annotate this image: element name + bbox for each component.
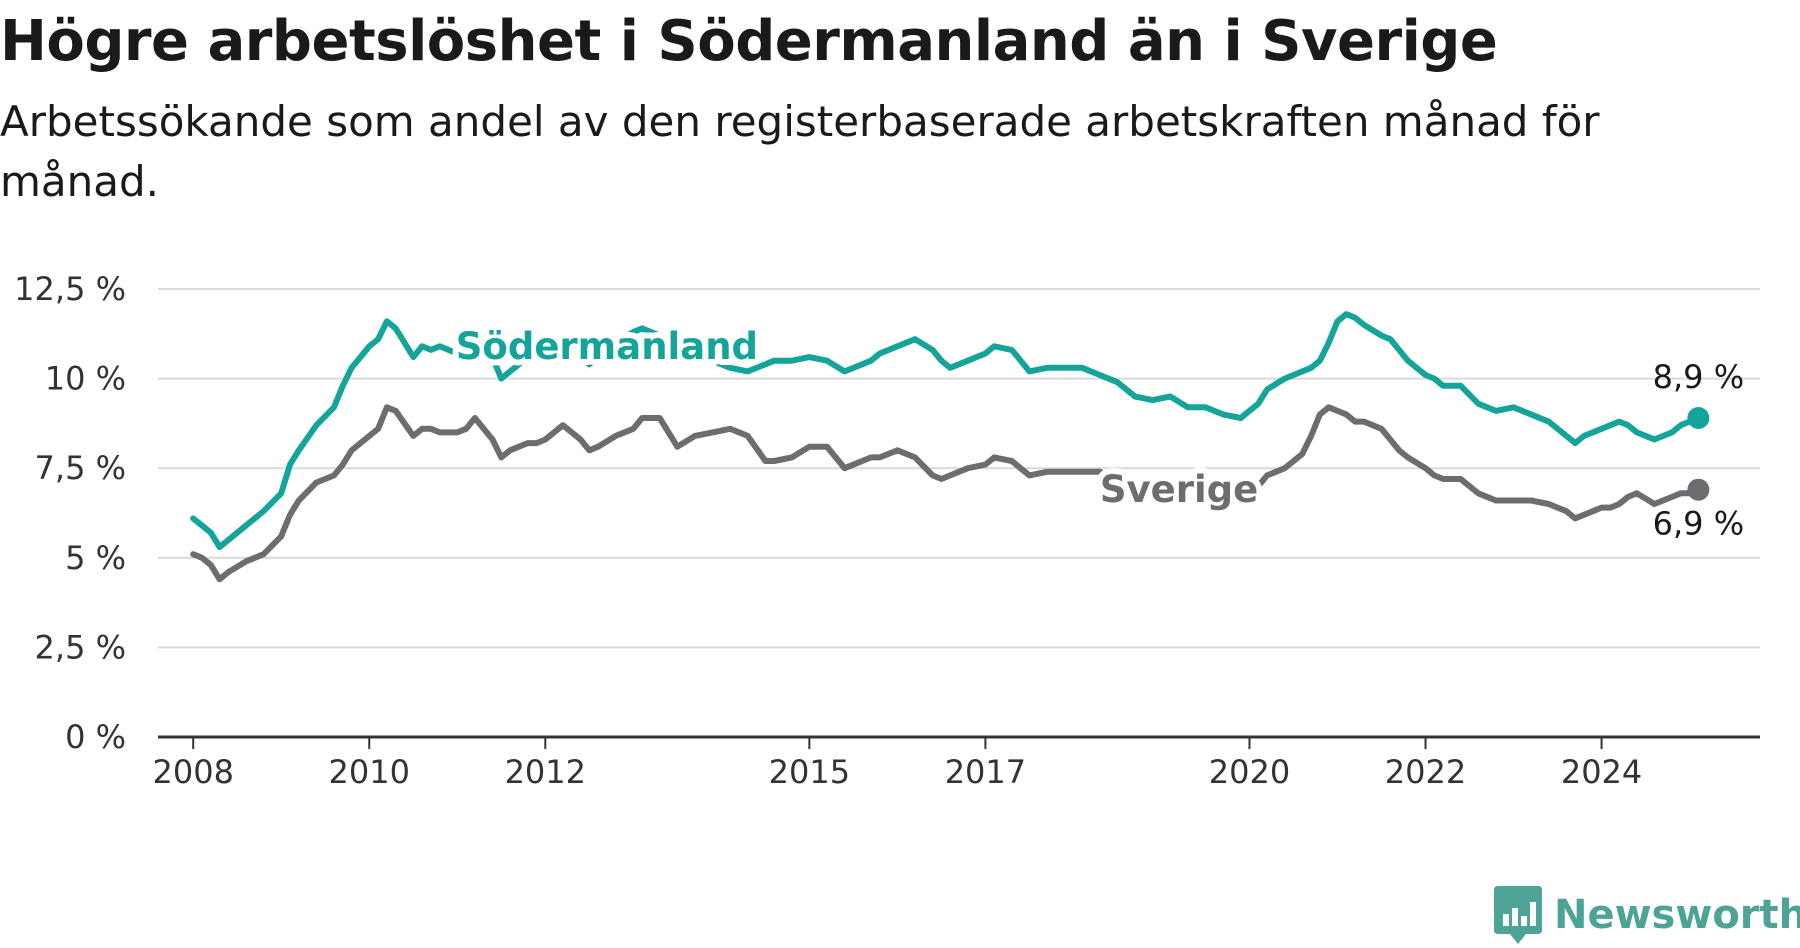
- x-tick-label: 2022: [1385, 753, 1466, 791]
- chart-subtitle: Arbetssökande som andel av den registerb…: [0, 97, 1600, 206]
- series-line-sodermanland: [190, 311, 1702, 550]
- y-tick-label: 12,5 %: [14, 270, 126, 308]
- series-inline-label: Södermanland: [456, 325, 758, 368]
- series-lines: [190, 311, 1710, 583]
- grid-lines: [158, 288, 1760, 649]
- x-tick-label: 2015: [769, 753, 850, 791]
- chart-labels: 8,9 % 6,9 % Södermanland Sverige: [450, 319, 1744, 543]
- x-tick-label: 2008: [152, 753, 233, 791]
- newsworthy-logo-icon: [1494, 886, 1542, 944]
- series-end-marker: [1687, 407, 1710, 430]
- unemployment-line-chart: 0 % 2,5 % 5 % 7,5 % 10 % 12,5 % 2008 2010 2012 20…: [14, 270, 1760, 791]
- newsworthy-brand: Newsworthy: [1494, 886, 1800, 944]
- y-tick-label: 2,5 %: [35, 628, 126, 666]
- y-tick-label: 10 %: [45, 360, 126, 398]
- brand-name: Newsworthy: [1554, 892, 1800, 938]
- y-tick-label: 7,5 %: [35, 449, 126, 487]
- axes: 0 % 2,5 % 5 % 7,5 % 10 % 12,5 % 2008 2010 2012 20…: [14, 270, 1760, 791]
- series-end-label: 8,9 %: [1653, 358, 1744, 396]
- y-tick-label: 5 %: [65, 539, 126, 577]
- x-tick-label: 2017: [945, 753, 1026, 791]
- y-tick-label: 0 %: [65, 718, 126, 756]
- chart-title: Högre arbetslöshet i Södermanland än i S…: [0, 9, 1498, 74]
- x-tick-label: 2012: [505, 753, 586, 791]
- series-line-sverige: [190, 404, 1702, 583]
- x-tick-label: 2020: [1209, 753, 1290, 791]
- series-end-marker: [1687, 478, 1710, 501]
- x-tick-label: 2010: [329, 753, 410, 791]
- series-inline-label: Sverige: [1100, 468, 1258, 511]
- x-tick-label: 2024: [1561, 753, 1642, 791]
- series-end-label: 6,9 %: [1653, 505, 1744, 543]
